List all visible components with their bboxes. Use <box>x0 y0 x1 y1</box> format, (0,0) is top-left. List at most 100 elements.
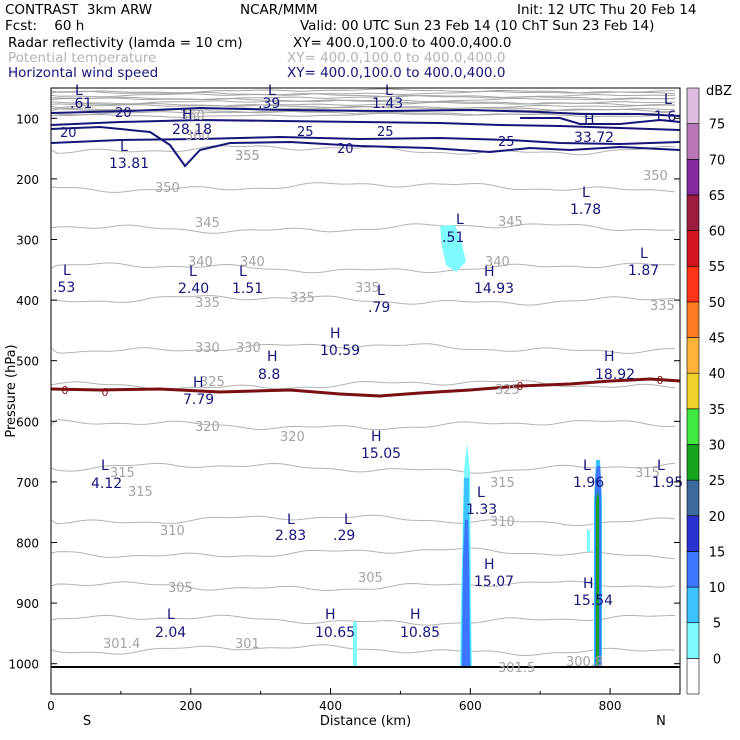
x-tick-label: 0 <box>47 699 55 713</box>
extremum-value: 2.40 <box>178 281 209 297</box>
colorbar-tick-label: 55 <box>709 260 726 275</box>
wind-speed-label: 20 <box>337 142 354 157</box>
freezing-label: 0 <box>62 384 69 397</box>
theta-label: 320 <box>195 420 220 435</box>
colorbar-swatch <box>686 230 700 267</box>
extremum-value: .61 <box>70 96 92 112</box>
colorbar-tick-label: 75 <box>709 118 726 133</box>
chart-title: CONTRAST 3km ARW <box>5 2 153 18</box>
extremum-marker: L <box>582 185 590 201</box>
theta-contour-line <box>50 462 676 474</box>
wind-contour-line <box>50 118 681 131</box>
extremum-marker: L <box>477 485 485 501</box>
freezing-level-line <box>50 377 681 398</box>
extremum-value: 14.93 <box>474 281 514 297</box>
theta-label: 320 <box>280 430 305 445</box>
extremum-marker: H <box>484 557 495 573</box>
extremum-value: 1.95 <box>652 475 683 491</box>
colorbar-swatch <box>686 444 700 481</box>
forecast-hour: Fcst: 60 h <box>5 18 85 34</box>
theta-contour-line <box>50 101 676 107</box>
extremum-marker: H <box>410 607 421 623</box>
theta-label: 350 <box>155 181 180 196</box>
theta-label: 301.5 <box>498 661 535 676</box>
field-theta-label: Potential temperature <box>8 50 157 66</box>
theta-label: 335 <box>650 299 675 314</box>
extremum-value: .51 <box>442 230 464 246</box>
theta-contour-line <box>50 182 676 193</box>
theta-label: 325 <box>495 383 520 398</box>
y-tick-label: 700 <box>16 476 39 490</box>
theta-label: 335 <box>290 291 315 306</box>
extremum-value: 4.12 <box>91 476 122 492</box>
theta-label: 301.4 <box>103 637 140 652</box>
colorbar-tick-label: 5 <box>713 617 721 632</box>
extremum-value: 10.65 <box>315 625 355 641</box>
x-tick-label: 800 <box>599 699 622 713</box>
colorbar-swatch <box>686 551 700 588</box>
wind-speed-label: 25 <box>297 125 314 140</box>
extremum-marker: H <box>484 264 495 280</box>
theta-contour-line <box>50 94 676 101</box>
extremum-value: 2.83 <box>275 528 306 544</box>
extremum-marker: L <box>120 139 128 155</box>
extremum-marker: L <box>268 83 276 99</box>
extremum-value: 1.51 <box>232 281 263 297</box>
extremum-value: 10.85 <box>400 625 440 641</box>
extremum-value: 1.96 <box>573 475 604 491</box>
wind-speed-label: 25 <box>498 135 515 150</box>
theta-label: 310 <box>160 524 185 539</box>
theta-label: 355 <box>235 149 260 164</box>
extremum-value: 1.33 <box>466 502 497 518</box>
extremum-marker: H <box>371 429 382 445</box>
colorbar-swatch <box>686 479 700 517</box>
y-tick-label: 1000 <box>8 658 39 672</box>
extremum-value: .29 <box>333 528 355 544</box>
theta-contour-line <box>50 580 676 592</box>
freezing-label: 0 <box>102 386 109 399</box>
extremum-value: 10.59 <box>320 343 360 359</box>
wind-speed-label: 20 <box>115 106 132 121</box>
extremum-marker: L <box>640 246 648 262</box>
extremum-marker: L <box>75 83 83 99</box>
extremum-marker: H <box>604 349 615 365</box>
theta-label: 330 <box>195 341 220 356</box>
freezing-level-contour <box>50 377 681 398</box>
theta-label: 360 <box>185 129 210 144</box>
x-tick-label: 400 <box>319 699 342 713</box>
theta-contour-line <box>50 88 675 94</box>
colorbar-tick-label: 15 <box>709 545 726 560</box>
colorbar-swatch <box>686 408 700 445</box>
colorbar-tick-label: 45 <box>709 332 726 347</box>
extremum-value: .39 <box>258 96 280 112</box>
wind-contour-line <box>50 125 681 168</box>
colorbar-tick-label: 60 <box>709 225 726 240</box>
y-axis-title: Pressure (hPa) <box>4 344 19 437</box>
theta-label: 335 <box>355 281 380 296</box>
field-wind-xy: XY= 400.0,100.0 to 400.0,400.0 <box>287 65 506 81</box>
theta-label: 301 <box>235 637 260 652</box>
extremum-value: 2.04 <box>155 625 186 641</box>
y-tick-label: 900 <box>16 597 39 611</box>
wind-contour-line <box>50 135 681 146</box>
theta-contour-line <box>50 419 676 431</box>
x-axis-title: Distance (km) <box>320 714 411 729</box>
colorbar-swatch <box>686 515 700 552</box>
reflectivity-cell <box>596 490 599 666</box>
colorbar-unit-label: dBZ <box>706 84 732 99</box>
theta-contours <box>50 88 680 694</box>
extremum-marker: H <box>193 375 204 391</box>
extremum-value: 18.92 <box>595 367 635 383</box>
colorbar-tick-label: 20 <box>709 510 726 525</box>
extremum-value: 13.81 <box>109 156 149 172</box>
extremum-value: 15.54 <box>573 593 613 609</box>
field-reflectivity-xy: XY= 400.0,100.0 to 400.0,400.0 <box>293 35 512 51</box>
colorbar-tick-label: 70 <box>709 153 726 168</box>
colorbar-swatch <box>686 658 700 695</box>
reflectivity-cell <box>587 530 590 552</box>
colorbar-tick-label: 10 <box>709 581 726 596</box>
extremum-value: 8.8 <box>258 367 280 383</box>
colorbar-swatch <box>686 158 700 196</box>
theta-label: 305 <box>358 571 383 586</box>
